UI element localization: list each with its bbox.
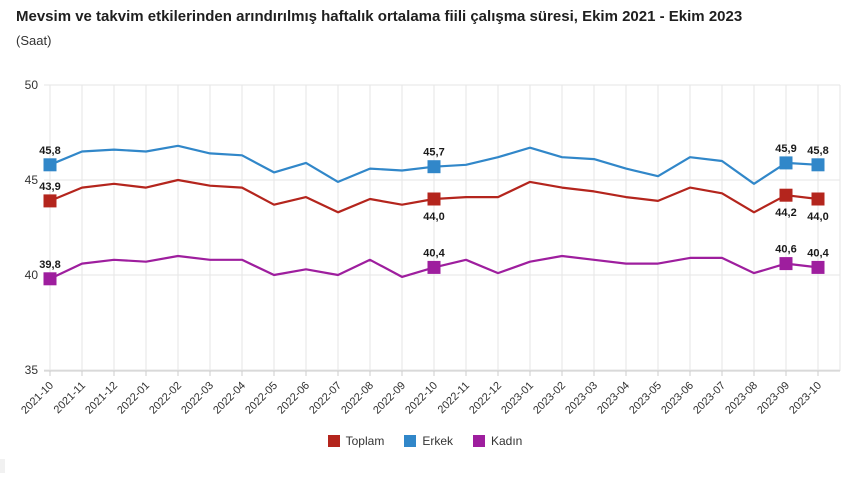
- legend-label-toplam: Toplam: [345, 434, 385, 448]
- x-axis-label: 2022-09: [371, 380, 408, 417]
- y-axis-label: 45: [25, 173, 39, 187]
- x-axis-label: 2023-06: [659, 380, 696, 417]
- x-axis-label: 2023-09: [755, 380, 792, 417]
- point-label-kadin: 39,8: [39, 259, 60, 271]
- x-axis-label: 2023-04: [595, 380, 632, 417]
- page-edge-fragment: [0, 459, 5, 473]
- x-axis-label: 2021-12: [83, 380, 120, 417]
- x-axis-label: 2023-10: [787, 380, 824, 417]
- legend: Toplam Erkek Kadın: [0, 434, 850, 448]
- x-axis-label: 2023-03: [563, 380, 600, 417]
- series-marker-erkek: [779, 156, 793, 170]
- point-label-kadin: 40,4: [423, 247, 445, 259]
- point-label-toplam: 43,9: [39, 181, 60, 193]
- legend-swatch-erkek: [404, 435, 417, 447]
- legend-swatch-kadin: [473, 435, 485, 447]
- series-marker-toplam: [811, 192, 825, 206]
- x-axis-label: 2023-01: [499, 380, 536, 417]
- y-axis-label: 50: [25, 78, 39, 92]
- x-axis-label: 2023-02: [531, 380, 568, 417]
- y-axis-label: 40: [25, 268, 39, 282]
- series-marker-erkek: [43, 158, 57, 172]
- x-axis-label: 2022-05: [243, 380, 280, 417]
- series-marker-kadin: [811, 260, 825, 274]
- x-axis-label: 2022-06: [275, 380, 312, 417]
- series-marker-erkek: [811, 158, 825, 172]
- point-label-kadin: 40,4: [807, 247, 829, 259]
- x-axis-label: 2022-03: [179, 380, 216, 417]
- legend-item-toplam[interactable]: Toplam: [327, 434, 385, 448]
- series-marker-toplam: [779, 188, 793, 202]
- point-label-kadin: 40,6: [775, 244, 796, 256]
- point-label-erkek: 45,7: [423, 147, 444, 159]
- legend-swatch-toplam: [327, 435, 340, 447]
- x-axis-label: 2022-10: [403, 380, 440, 417]
- x-axis-label: 2022-12: [467, 380, 504, 417]
- x-axis-label: 2023-08: [723, 380, 760, 417]
- x-axis-label: 2022-08: [339, 380, 376, 417]
- legend-item-erkek[interactable]: Erkek: [404, 434, 453, 448]
- legend-label-kadin: Kadın: [491, 434, 523, 448]
- series-marker-kadin: [779, 257, 793, 271]
- legend-label-erkek: Erkek: [422, 434, 453, 448]
- point-label-erkek: 45,8: [807, 145, 828, 157]
- point-label-toplam: 44,0: [423, 211, 444, 223]
- point-label-erkek: 45,8: [39, 145, 60, 157]
- x-axis-label: 2023-07: [691, 380, 728, 417]
- x-axis-label: 2022-01: [115, 380, 152, 417]
- series-marker-kadin: [427, 260, 441, 274]
- chart-subtitle: (Saat): [16, 33, 52, 48]
- series-marker-toplam: [427, 192, 441, 206]
- x-axis-label: 2022-07: [307, 380, 344, 417]
- point-label-toplam: 44,0: [807, 211, 828, 223]
- x-axis-label: 2021-11: [52, 380, 88, 416]
- chart-canvas: 354045502021-102021-112021-122022-012022…: [19, 78, 841, 417]
- x-axis-label: 2023-05: [627, 380, 664, 417]
- x-axis-label: 2022-02: [147, 380, 184, 417]
- point-label-toplam: 44,2: [775, 207, 796, 219]
- x-axis-label: 2021-10: [19, 380, 56, 417]
- y-axis-label: 35: [25, 363, 39, 377]
- x-axis-label: 2022-11: [436, 380, 472, 416]
- x-axis-label: 2022-04: [211, 380, 248, 417]
- series-marker-erkek: [427, 160, 441, 174]
- chart-title: Mevsim ve takvim etkilerinden arındırılm…: [16, 8, 743, 25]
- series-marker-toplam: [43, 194, 57, 208]
- point-label-erkek: 45,9: [775, 143, 796, 155]
- legend-item-kadin[interactable]: Kadın: [473, 434, 522, 448]
- series-marker-kadin: [43, 272, 57, 286]
